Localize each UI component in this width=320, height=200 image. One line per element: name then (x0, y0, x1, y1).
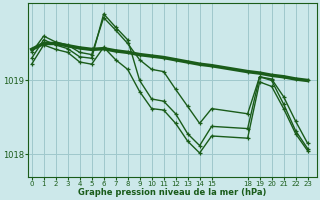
X-axis label: Graphe pression niveau de la mer (hPa): Graphe pression niveau de la mer (hPa) (78, 188, 267, 197)
